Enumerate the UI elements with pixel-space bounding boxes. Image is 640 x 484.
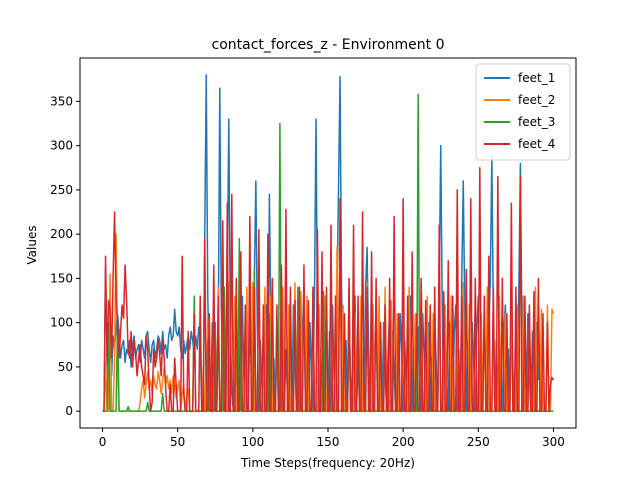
series-line-feet_4 xyxy=(102,167,555,412)
y-tick-label: 150 xyxy=(50,271,73,285)
legend-box xyxy=(475,63,571,161)
legend-label: feet_2 xyxy=(518,93,555,107)
y-tick-label: 200 xyxy=(50,227,73,241)
legend-label: feet_1 xyxy=(518,71,555,85)
y-axis-ticks: 0 50 100 150 200 250 300 350 xyxy=(50,94,80,418)
y-axis-label: Values xyxy=(25,225,39,264)
x-tick-label: 250 xyxy=(467,435,490,449)
x-axis-ticks: 0 50 100 150 200 250 300 xyxy=(99,428,565,449)
x-tick-label: 100 xyxy=(241,435,264,449)
y-tick-label: 50 xyxy=(58,360,73,374)
y-tick-label: 300 xyxy=(50,139,73,153)
x-tick-label: 0 xyxy=(99,435,107,449)
y-tick-label: 350 xyxy=(50,94,73,108)
chart-title: contact_forces_z - Environment 0 xyxy=(212,37,445,53)
legend-label: feet_4 xyxy=(518,137,555,151)
legend-label: feet_3 xyxy=(518,115,555,129)
x-tick-label: 200 xyxy=(392,435,415,449)
plot-area xyxy=(102,74,555,412)
y-tick-label: 0 xyxy=(65,404,73,418)
x-axis-label: Time Steps(frequency: 20Hz) xyxy=(240,456,415,470)
plot-frame xyxy=(79,57,577,429)
x-tick-label: 50 xyxy=(170,435,185,449)
chart-legend: feet_1 feet_2 feet_3 feet_4 xyxy=(475,63,571,161)
x-tick-label: 150 xyxy=(317,435,340,449)
x-tick-label: 300 xyxy=(542,435,565,449)
y-tick-label: 100 xyxy=(50,316,73,330)
y-tick-label: 250 xyxy=(50,183,73,197)
